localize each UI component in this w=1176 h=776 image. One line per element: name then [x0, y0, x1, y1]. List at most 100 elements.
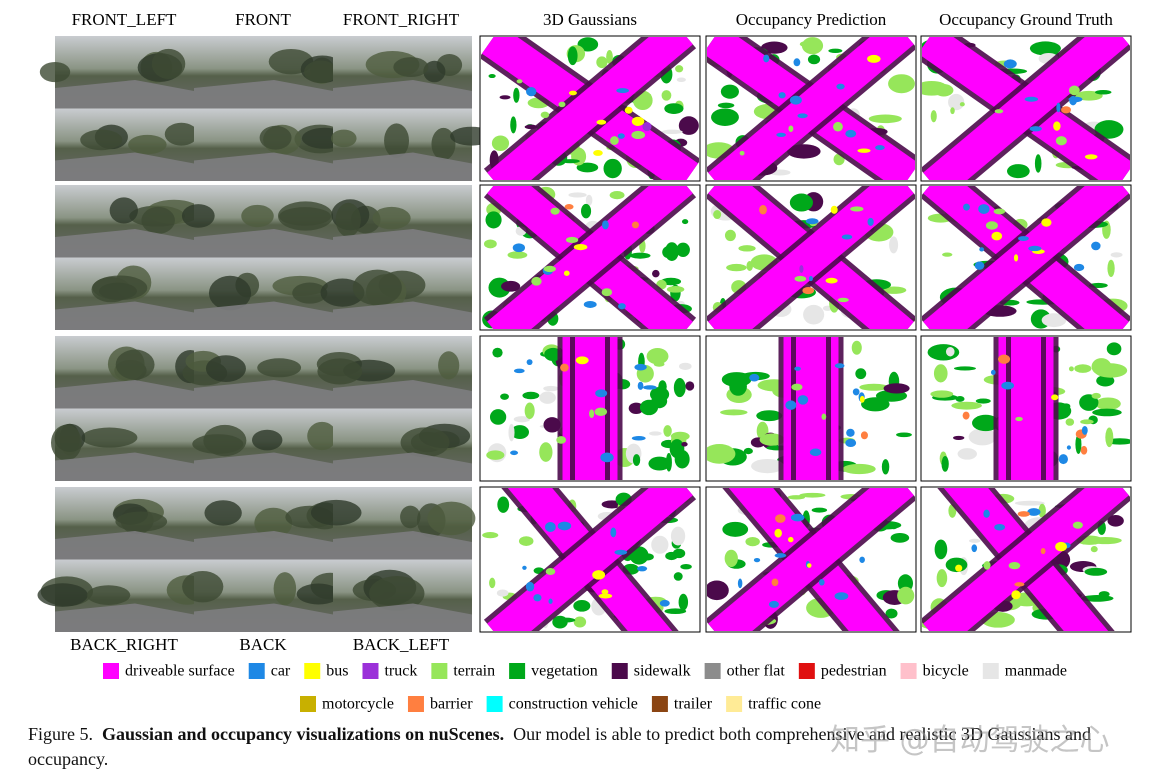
object [617, 133, 625, 139]
object [759, 205, 767, 215]
tree [273, 572, 297, 606]
object [994, 109, 1004, 114]
blob [968, 428, 997, 446]
object [1041, 218, 1052, 227]
blob [803, 304, 825, 325]
blob [743, 447, 753, 455]
blob [1080, 595, 1114, 602]
panel-content [922, 186, 1130, 329]
object [540, 111, 550, 118]
object [788, 125, 794, 132]
road [923, 186, 1129, 329]
road [194, 229, 333, 258]
camera-image [39, 36, 194, 109]
blob [653, 361, 665, 367]
tree [50, 424, 82, 461]
tree [335, 202, 361, 237]
tree [141, 206, 175, 234]
road [333, 603, 472, 632]
legend-swatch [431, 663, 448, 679]
tree [393, 57, 429, 78]
object [543, 265, 556, 273]
legend-label: bus [326, 663, 348, 680]
blob [948, 93, 965, 111]
blob [661, 90, 672, 101]
object [634, 363, 647, 371]
panel-content [707, 37, 915, 180]
object [1084, 154, 1098, 160]
blob [543, 385, 559, 392]
object [845, 129, 857, 138]
occupancy-panel [920, 184, 1132, 331]
blob [518, 536, 534, 546]
blob [648, 431, 662, 436]
object [850, 206, 864, 212]
object [631, 130, 646, 140]
legend-swatch [103, 663, 119, 679]
object [600, 452, 614, 463]
camera-label: FRONT [235, 10, 291, 29]
object [631, 436, 646, 441]
blob [609, 191, 625, 200]
road [55, 229, 194, 258]
object [556, 436, 567, 444]
blob [799, 41, 810, 47]
blob [576, 162, 599, 173]
legend-label: motorcycle [322, 696, 394, 713]
object [575, 356, 589, 365]
tree [254, 507, 293, 539]
blob [670, 526, 686, 546]
tree [400, 427, 450, 458]
object [1003, 59, 1017, 69]
object [785, 400, 797, 410]
object [565, 236, 579, 244]
object [637, 565, 648, 572]
blob [675, 65, 684, 73]
camera-image [316, 336, 472, 409]
blob [1107, 259, 1115, 278]
object [601, 288, 613, 297]
tree [241, 204, 274, 228]
tree [80, 129, 123, 151]
object [771, 578, 779, 587]
object [624, 106, 633, 114]
object [950, 107, 955, 115]
object [859, 556, 865, 563]
object [1013, 254, 1019, 262]
tree [296, 583, 341, 605]
blob [1094, 90, 1112, 95]
panel-title: 3D Gaussians [543, 10, 637, 29]
occupancy-panel [705, 184, 917, 331]
object [1014, 582, 1025, 587]
object [1027, 508, 1041, 516]
blob [934, 539, 948, 560]
road [923, 488, 1129, 631]
figure: FRONT_LEFT FRONT FRONT_RIGHT BACK_RIGHT BACK… [37, 10, 1132, 713]
blob [681, 441, 688, 447]
object [867, 217, 874, 226]
blob [524, 402, 535, 420]
object [793, 58, 801, 67]
blob [885, 608, 898, 619]
camera-image [333, 408, 472, 481]
object [1080, 419, 1094, 425]
blob [555, 617, 576, 623]
blob [897, 586, 915, 605]
blob [488, 74, 496, 79]
blob [889, 236, 899, 254]
object [818, 578, 825, 586]
blob [510, 425, 529, 440]
blob [680, 563, 692, 570]
legend-label: vegetation [531, 663, 598, 680]
blob [883, 383, 910, 394]
object [763, 54, 770, 63]
blob [628, 402, 644, 414]
road [487, 488, 693, 631]
blob [934, 84, 954, 97]
blob [507, 251, 528, 259]
object [963, 203, 970, 211]
panel-content [486, 337, 695, 480]
blob [500, 393, 509, 400]
road [55, 452, 194, 481]
camera-image [331, 108, 493, 181]
